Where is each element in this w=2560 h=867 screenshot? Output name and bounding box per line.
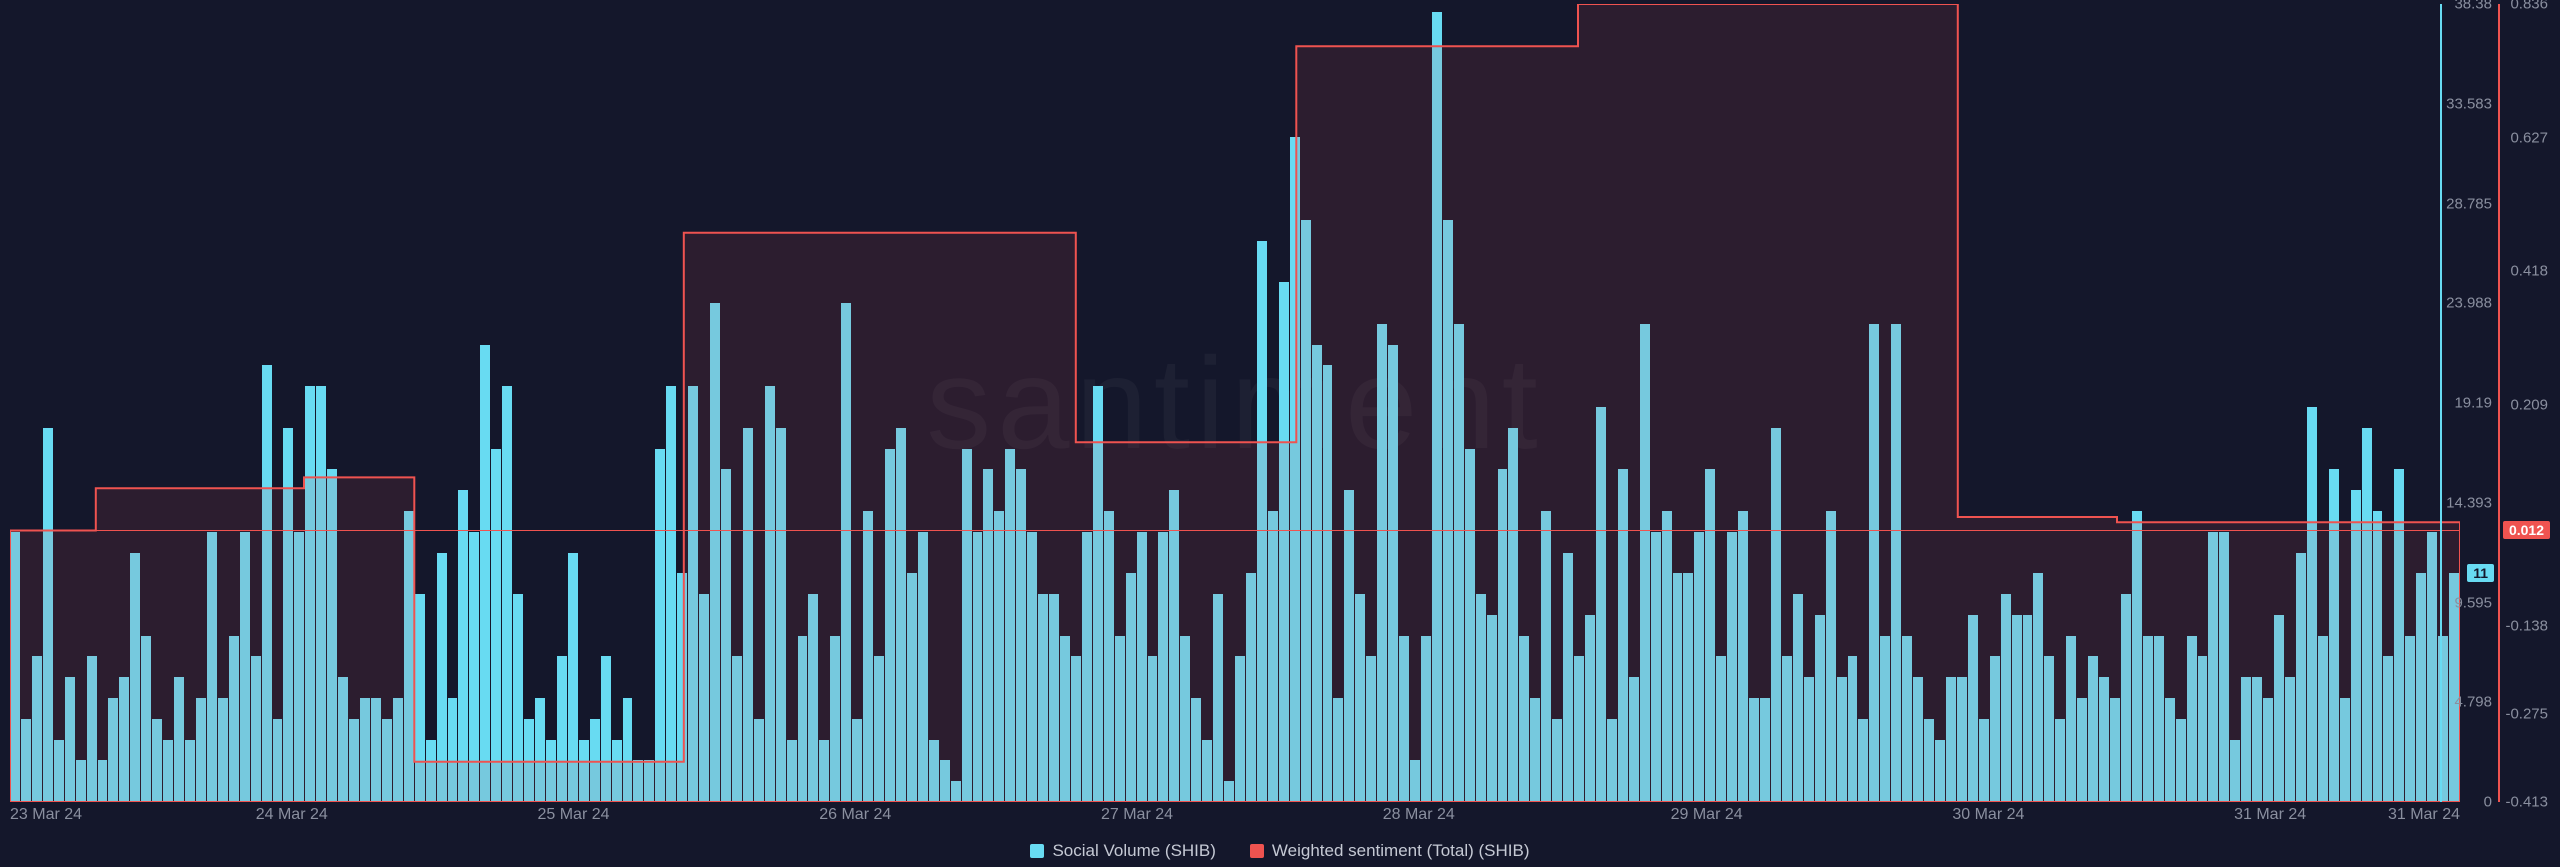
volume-current-badge: 11 bbox=[2467, 564, 2494, 582]
legend-item-volume[interactable]: Social Volume (SHIB) bbox=[1030, 841, 1215, 861]
x-tick: 28 Mar 24 bbox=[1383, 806, 1455, 824]
y-tick: 0.418 bbox=[2510, 263, 2548, 280]
y-tick: 9.595 bbox=[2454, 594, 2492, 611]
x-tick: 31 Mar 24 bbox=[2234, 806, 2306, 824]
legend-label-volume: Social Volume (SHIB) bbox=[1052, 841, 1215, 861]
sentiment-layer bbox=[10, 4, 2460, 802]
chart-root: santiment 23 Mar 24 24 Mar 24 25 Mar 24 26 … bbox=[0, 0, 2560, 867]
swatch-sentiment bbox=[1250, 844, 1264, 858]
x-tick: 26 Mar 24 bbox=[819, 806, 891, 824]
x-tick: 31 Mar 24 bbox=[2388, 806, 2460, 824]
y-axis-volume: 04.7989.59514.39319.1923.98828.78533.583… bbox=[2442, 4, 2496, 802]
x-axis: 23 Mar 24 24 Mar 24 25 Mar 24 26 Mar 24 27 M… bbox=[10, 806, 2460, 828]
y-tick: 28.785 bbox=[2446, 195, 2492, 212]
y-axis-sentiment: -0.413-0.275-0.1380.2090.4180.6270.8360.… bbox=[2498, 4, 2552, 802]
y-tick: 33.583 bbox=[2446, 95, 2492, 112]
y-tick: 23.988 bbox=[2446, 295, 2492, 312]
y-tick: -0.413 bbox=[2505, 794, 2548, 811]
x-tick: 29 Mar 24 bbox=[1671, 806, 1743, 824]
x-tick: 25 Mar 24 bbox=[537, 806, 609, 824]
y-tick: 14.393 bbox=[2446, 494, 2492, 511]
y-tick: 4.798 bbox=[2454, 694, 2492, 711]
y-tick: 0.209 bbox=[2510, 396, 2548, 413]
y-tick: 0.627 bbox=[2510, 129, 2548, 146]
x-tick: 30 Mar 24 bbox=[1952, 806, 2024, 824]
y-tick: -0.275 bbox=[2505, 705, 2548, 722]
legend-label-sentiment: Weighted sentiment (Total) (SHIB) bbox=[1272, 841, 1530, 861]
x-tick: 24 Mar 24 bbox=[256, 806, 328, 824]
y-tick: 19.19 bbox=[2454, 395, 2492, 412]
x-tick: 23 Mar 24 bbox=[10, 806, 82, 824]
y-tick: 0.836 bbox=[2510, 0, 2548, 13]
legend-item-sentiment[interactable]: Weighted sentiment (Total) (SHIB) bbox=[1250, 841, 1530, 861]
sentiment-current-badge: 0.012 bbox=[2503, 521, 2550, 539]
sentiment-step-line bbox=[10, 4, 2460, 802]
y-tick: -0.138 bbox=[2505, 618, 2548, 635]
swatch-volume bbox=[1030, 844, 1044, 858]
x-tick: 27 Mar 24 bbox=[1101, 806, 1173, 824]
y-tick: 38.38 bbox=[2454, 0, 2492, 13]
plot-area[interactable]: santiment bbox=[10, 4, 2460, 802]
legend: Social Volume (SHIB) Weighted sentiment … bbox=[0, 841, 2560, 861]
y-tick: 0 bbox=[2484, 794, 2492, 811]
